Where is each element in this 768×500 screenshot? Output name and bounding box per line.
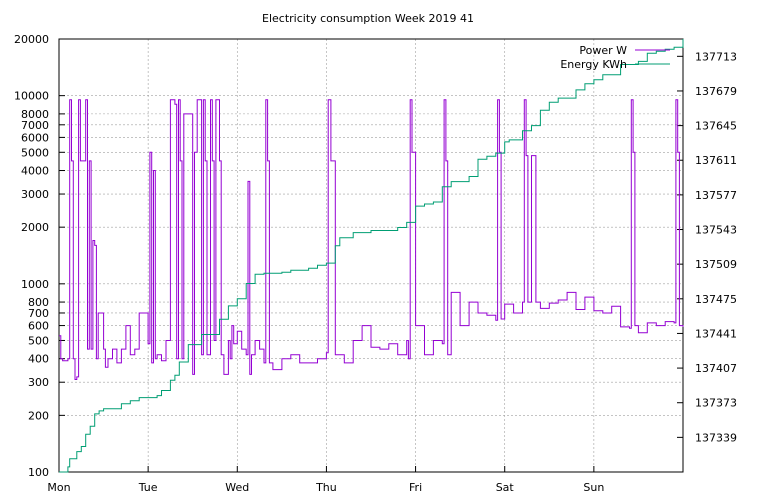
legend: Power W Energy KWh [560, 44, 670, 71]
right-tick-label: 137713 [695, 50, 737, 63]
right-tick-label: 137679 [695, 85, 737, 98]
left-tick-label: 3000 [21, 188, 49, 201]
plot-border [58, 38, 684, 473]
right-tick-label: 137577 [695, 189, 737, 202]
grid-lines [59, 39, 683, 472]
right-tick-label: 137645 [695, 120, 737, 133]
x-tick-label: Wed [225, 481, 249, 494]
left-tick-label: 1000 [21, 278, 49, 291]
series-lines [59, 39, 684, 473]
left-tick-label: 700 [28, 307, 49, 320]
right-axis-ticks: 137339 137373 137407 137441 137475 137509 1375… [677, 50, 737, 444]
left-tick-label: 200 [28, 409, 49, 422]
x-tick-label: Fri [409, 481, 422, 494]
right-tick-label: 137611 [695, 154, 737, 167]
right-tick-label: 137509 [695, 258, 737, 271]
left-tick-label: 300 [28, 376, 49, 389]
left-tick-label: 5000 [21, 146, 49, 159]
x-tick-label: Thu [315, 481, 337, 494]
left-tick-label: 10000 [14, 90, 49, 103]
x-tick-label: Sun [583, 481, 604, 494]
left-tick-label: 400 [28, 353, 49, 366]
right-tick-label: 137441 [695, 327, 737, 340]
right-tick-label: 137373 [695, 397, 737, 410]
x-tick-label: Tue [138, 481, 158, 494]
right-tick-label: 137407 [695, 362, 737, 375]
series-line-energy [59, 39, 684, 473]
left-tick-label: 6000 [21, 131, 49, 144]
chart-title: Electricity consumption Week 2019 41 [262, 12, 474, 25]
left-tick-label: 100 [28, 466, 49, 479]
left-tick-label: 8000 [21, 108, 49, 121]
right-tick-label: 137475 [695, 293, 737, 306]
legend-label-energy: Energy KWh [560, 58, 627, 71]
left-tick-label: 7000 [21, 119, 49, 132]
right-tick-label: 137339 [695, 431, 737, 444]
left-tick-label: 800 [28, 296, 49, 309]
series-line-power [59, 99, 684, 380]
axes [58, 38, 684, 473]
x-tick-label: Mon [47, 481, 70, 494]
left-tick-label: 2000 [21, 221, 49, 234]
x-axis-ticks: Mon Tue Wed Thu Fri Sat Sun [47, 466, 604, 494]
left-tick-label: 600 [28, 320, 49, 333]
left-tick-label: 4000 [21, 165, 49, 178]
left-tick-label: 500 [28, 334, 49, 347]
legend-label-power: Power W [579, 44, 627, 57]
right-tick-label: 137543 [695, 224, 737, 237]
left-tick-label: 20000 [14, 33, 49, 46]
x-tick-label: Sat [496, 481, 515, 494]
